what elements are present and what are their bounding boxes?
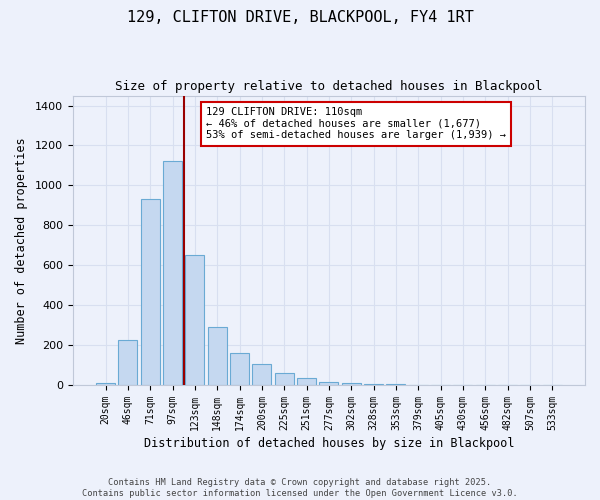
Bar [185,256,205,385]
Bar [386,384,406,385]
Text: 129 CLIFTON DRIVE: 110sqm
← 46% of detached houses are smaller (1,677)
53% of se: 129 CLIFTON DRIVE: 110sqm ← 46% of detac… [206,107,506,140]
Bar [96,383,115,385]
Title: Size of property relative to detached houses in Blackpool: Size of property relative to detached ho… [115,80,542,93]
Bar [118,340,137,385]
Bar [208,327,227,385]
Bar [253,364,271,385]
Bar [163,162,182,385]
Bar [230,353,249,385]
Bar [297,378,316,385]
Bar [141,200,160,385]
Bar [342,383,361,385]
Bar [364,384,383,385]
Text: 129, CLIFTON DRIVE, BLACKPOOL, FY4 1RT: 129, CLIFTON DRIVE, BLACKPOOL, FY4 1RT [127,10,473,25]
Bar [275,373,294,385]
Text: Contains HM Land Registry data © Crown copyright and database right 2025.
Contai: Contains HM Land Registry data © Crown c… [82,478,518,498]
Y-axis label: Number of detached properties: Number of detached properties [15,137,28,344]
X-axis label: Distribution of detached houses by size in Blackpool: Distribution of detached houses by size … [143,437,514,450]
Bar [319,382,338,385]
